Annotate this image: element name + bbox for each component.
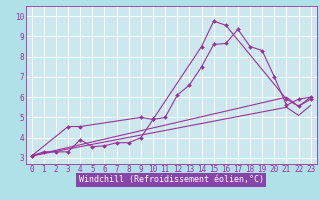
X-axis label: Windchill (Refroidissement éolien,°C): Windchill (Refroidissement éolien,°C) (79, 175, 264, 184)
